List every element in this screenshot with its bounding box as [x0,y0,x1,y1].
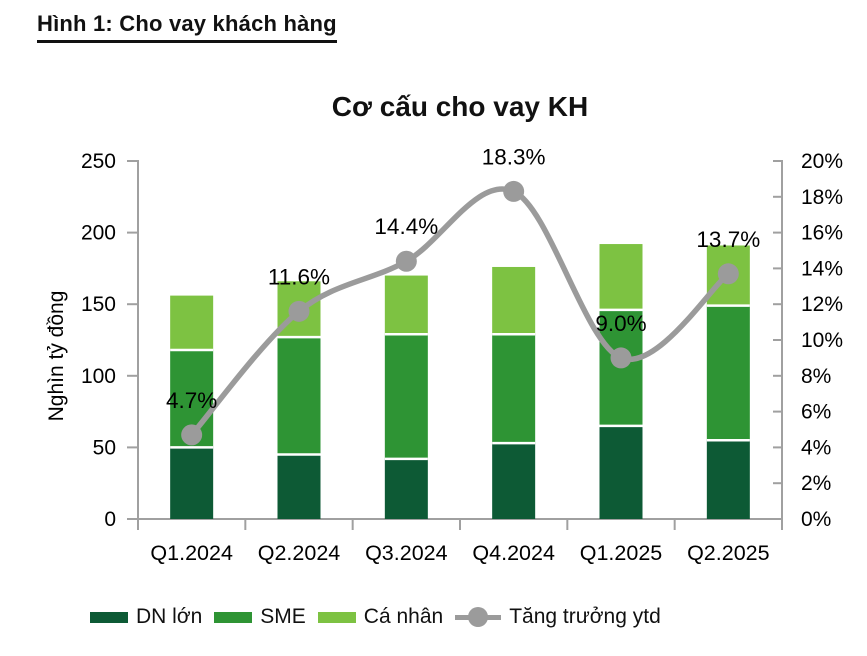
growth-line [188,186,732,438]
legend-label: Cá nhân [363,605,444,628]
x-axis-category-label: Q1.2025 [580,541,663,565]
chart-legend: DN lớn SME Cá nhân Tăng trưởng ytd [90,604,661,630]
bar-segment-sme [706,305,750,441]
bar-segment-sme [277,337,321,455]
bar-segment-c-nh-n [492,266,536,335]
bar-segment-dn-l-n [599,425,643,519]
bars-group [170,244,750,519]
bar-segment-sme [492,334,536,444]
legend-line-marker-icon [455,607,502,627]
growth-data-label: 4.7% [166,388,217,413]
x-axis-category-label: Q1.2024 [150,541,233,565]
left-axis-tick-label: 150 [81,293,116,316]
bar-segment-dn-l-n [170,447,214,519]
left-axis-tick-label: 100 [81,365,116,388]
left-axis: 0 50 100 150 200 250 [81,150,138,531]
right-axis-tick-label: 16% [801,222,843,245]
legend-swatch-icon [317,611,356,623]
chart-canvas: 0 50 100 150 200 250 Nghìn tỷ đồng 0% 2% 4% 6% 8% 10… [45,144,843,565]
bar-segment-dn-l-n [277,454,321,519]
x-axis: Q1.2024 Q2.2024 Q3.2024 Q4.2024 Q1.2025 Q2.20… [137,519,783,565]
x-axis-category-label: Q2.2024 [258,541,341,565]
growth-marker [181,424,203,446]
bar-segment-c-nh-n [599,244,643,310]
growth-marker [288,300,310,322]
bar-segment-sme [384,334,428,459]
left-axis-title: Nghìn tỷ đồng [45,291,68,422]
legend-label: DN lớn [136,605,203,628]
growth-data-label: 9.0% [595,311,646,336]
right-axis-tick-label: 14% [801,257,843,280]
left-axis-tick-label: 50 [93,436,116,459]
left-axis-tick-label: 250 [81,150,116,173]
right-axis-tick-label: 0% [801,508,831,531]
legend-item-c-nh-n: Cá nhân [317,605,444,629]
growth-data-label: 18.3% [482,144,546,169]
bar-segment-dn-l-n [384,458,428,519]
legend-item-dn-l-n: DN lớn [90,605,202,629]
bar-segment-c-nh-n [384,275,428,335]
right-axis-tick-label: 20% [801,150,843,173]
x-axis-category-label: Q2.2025 [687,541,770,565]
figure-title: Hình 1: Cho vay khách hàng [37,11,337,43]
chart-title: Cơ cấu cho vay KH [331,91,589,122]
right-axis-tick-label: 4% [801,436,831,459]
x-axis-category-label: Q4.2024 [472,541,555,565]
legend-swatch-icon [214,611,253,623]
legend-item-sme: SME [214,605,306,629]
growth-markers [181,180,739,446]
growth-data-label: 14.4% [374,214,438,239]
legend-label: Tăng trưởng ytd [509,605,661,628]
data-labels: 4.7% 11.6% 14.4% 18.3% 9.0% 13.7% [166,144,760,412]
right-axis-tick-label: 2% [801,472,831,495]
growth-marker [395,250,417,272]
growth-data-label: 13.7% [696,227,760,252]
right-axis-tick-label: 18% [801,186,843,209]
legend-label: SME [260,605,306,628]
growth-data-label: 11.6% [268,264,330,289]
legend-swatch-icon [90,611,128,623]
left-axis-tick-label: 0 [104,508,116,531]
bar-segment-c-nh-n [170,295,214,351]
growth-marker [717,263,739,285]
right-axis-tick-label: 12% [801,293,843,316]
legend-item-t-ng-tr-ng-ytd: Tăng trưởng ytd [455,605,661,629]
right-axis-tick-label: 8% [801,365,831,388]
left-axis-tick-label: 200 [81,222,116,245]
legend-line-dot [468,607,489,627]
right-axis-tick-label: 6% [801,401,831,424]
bar-segment-dn-l-n [492,443,536,519]
right-axis: 0% 2% 4% 6% 8% 10% 12% 14% 16% 18% 20% [773,150,843,531]
bar-segment-dn-l-n [706,440,750,519]
right-axis-tick-label: 10% [801,329,843,352]
growth-marker [610,347,632,369]
growth-marker [503,180,525,202]
x-axis-category-label: Q3.2024 [365,541,448,565]
